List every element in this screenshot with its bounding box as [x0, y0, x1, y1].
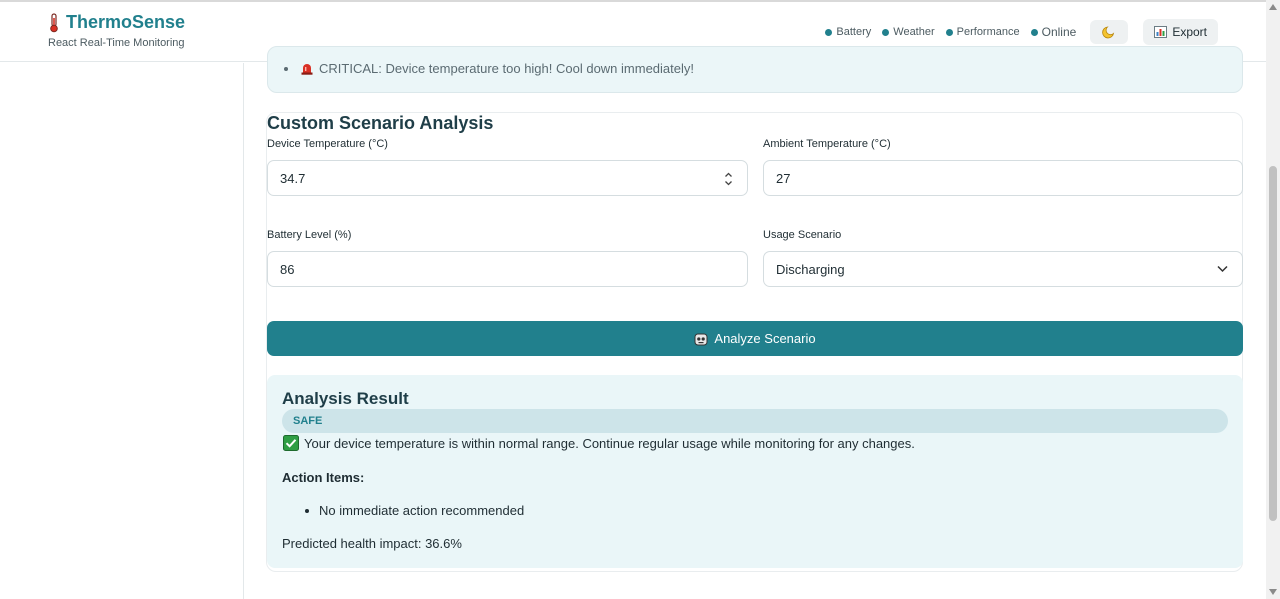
status-label: Performance: [956, 26, 1020, 38]
ambient-temp-input[interactable]: 27: [763, 160, 1243, 196]
online-dot-icon: [1030, 28, 1038, 36]
sidebar: [0, 63, 244, 599]
number-spinner-icon[interactable]: [724, 170, 733, 188]
device-temp-input[interactable]: 34.7: [267, 160, 748, 196]
robot-icon: [694, 333, 708, 345]
theme-toggle-button[interactable]: [1090, 20, 1129, 44]
brand-title[interactable]: ThermoSense: [48, 12, 185, 33]
top-border: [0, 0, 1280, 2]
scrollbar-thumb[interactable]: [1269, 166, 1277, 521]
bullet: [284, 66, 288, 71]
action-items-title: Action Items:: [282, 470, 365, 485]
analyze-scenario-button[interactable]: Analyze Scenario: [267, 321, 1243, 356]
status-battery: Battery: [825, 26, 871, 38]
status-dot-icon: [882, 28, 890, 36]
result-message-text: Your device temperature is within normal…: [304, 435, 915, 451]
list-item: No immediate action recommended: [305, 503, 524, 518]
status-online: Online: [1030, 25, 1077, 39]
analysis-result-card: [267, 375, 1243, 568]
bar-chart-icon: [1154, 26, 1168, 38]
usage-scenario-value: Discharging: [776, 261, 845, 277]
device-temp-label: Device Temperature (°C): [267, 138, 388, 150]
online-label: Online: [1041, 25, 1077, 39]
ambient-temp-label: Ambient Temperature (°C): [763, 138, 891, 150]
status-dot-icon: [945, 28, 953, 36]
export-label: Export: [1172, 25, 1207, 39]
status-dot-icon: [825, 28, 833, 36]
check-mark-icon: [283, 435, 299, 451]
scenario-title: Custom Scenario Analysis: [267, 113, 494, 133]
export-button[interactable]: Export: [1143, 19, 1218, 45]
app-title: ThermoSense: [66, 12, 186, 32]
device-temp-value: 34.7: [280, 170, 306, 186]
status-label: Battery: [836, 26, 872, 38]
result-title: Analysis Result: [282, 389, 409, 408]
app-subtitle: React Real-Time Monitoring: [48, 37, 185, 49]
brand: ThermoSense React Real-Time Monitoring: [48, 12, 185, 49]
status-label: Weather: [893, 26, 935, 38]
result-message: Your device temperature is within normal…: [283, 435, 915, 451]
alert-item: CRITICAL: Device temperature too high! C…: [284, 61, 694, 76]
status-performance: Performance: [945, 26, 1020, 38]
battery-level-input[interactable]: 86: [267, 251, 748, 287]
siren-icon: [301, 64, 313, 75]
scroll-up-icon[interactable]: [1269, 4, 1277, 10]
battery-level-label: Battery Level (%): [267, 229, 352, 241]
alerts-card: CRITICAL: Device temperature too high! C…: [267, 46, 1243, 93]
battery-level-value: 86: [280, 261, 295, 277]
vertical-scrollbar[interactable]: [1266, 0, 1280, 599]
moon-icon: [1102, 26, 1115, 39]
status-badge: SAFE: [282, 409, 1228, 433]
usage-scenario-select[interactable]: Discharging: [763, 251, 1243, 287]
status-weather: Weather: [882, 26, 935, 38]
scroll-down-icon[interactable]: [1269, 589, 1277, 595]
ambient-temp-value: 27: [776, 170, 791, 186]
status-bar: Battery Weather Performance Online: [825, 19, 1218, 45]
analyze-label: Analyze Scenario: [714, 331, 816, 346]
alert-text: CRITICAL: Device temperature too high! C…: [319, 61, 694, 76]
bullet: [305, 508, 309, 513]
predicted-impact: Predicted health impact: 36.6%: [282, 536, 462, 551]
usage-scenario-label: Usage Scenario: [763, 229, 842, 241]
status-badge-text: SAFE: [293, 415, 323, 427]
thermometer-icon: [50, 12, 58, 32]
action-item-text: No immediate action recommended: [319, 503, 525, 518]
chevron-down-icon: [1217, 265, 1228, 273]
